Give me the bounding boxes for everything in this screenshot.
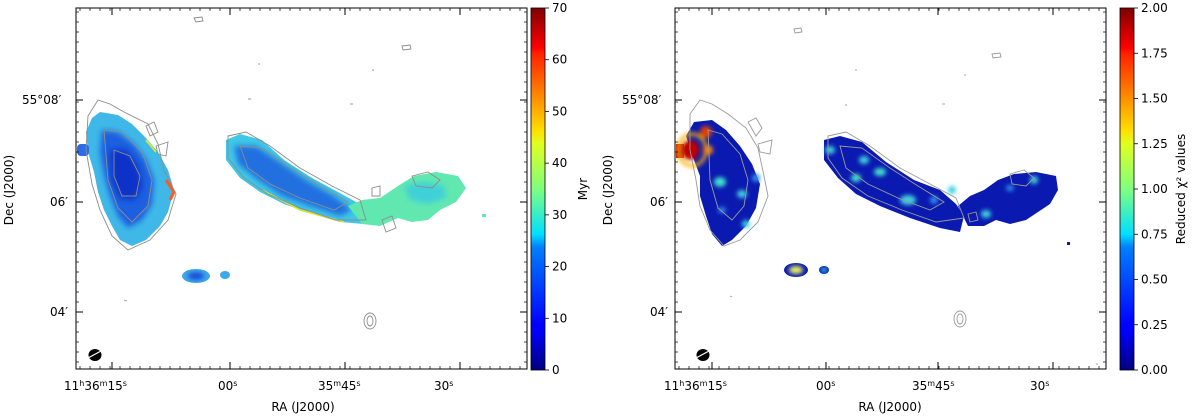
- age-colorbar: [530, 7, 546, 371]
- x-tick-label: 30s: [434, 379, 453, 394]
- colorbar-tick-label: 70: [552, 1, 567, 15]
- age-map-minor-ticks: [76, 8, 527, 369]
- colorbar-tick-label: 60: [552, 53, 567, 67]
- middle-jet-core: [234, 146, 352, 216]
- y-tick-label: 04′: [50, 305, 68, 319]
- chi2-colorbar: [1119, 7, 1135, 371]
- colorbar-tick-label: 0.00: [1141, 363, 1168, 377]
- beam-ellipse: [88, 349, 102, 361]
- age-map-frame: [75, 7, 528, 370]
- colorbar-tick-label: 0.50: [1141, 273, 1168, 287]
- x-tick-label: 11h36m15s: [64, 379, 127, 394]
- x-tick-label: 00s: [816, 379, 835, 394]
- colorbar-tick-label: 0.75: [1141, 227, 1168, 241]
- colorbar-tick-label: 1.25: [1141, 137, 1168, 151]
- right-lobe-emission: [958, 172, 1058, 226]
- y-axis-label: Dec (J2000): [2, 155, 16, 225]
- compact-source-2: [220, 271, 230, 279]
- chi2-map-frame: [674, 7, 1107, 370]
- y-tick-label: 06′: [650, 195, 668, 209]
- chi2-map-minor-ticks: [675, 8, 1106, 369]
- chi2-hotspots: [676, 126, 1038, 274]
- colorbar-tick-label: 20: [552, 260, 567, 274]
- colorbar-label: Myr: [576, 178, 590, 200]
- panel-chi2-map: 11h36m15s 00s 35m45s 30s 55°08′ 06′ 04′ …: [601, 1, 1188, 414]
- beam-hatch: [87, 350, 102, 359]
- radio-contours: [689, 27, 1098, 365]
- y-tick-label: 06′: [50, 195, 68, 209]
- x-axis-label: RA (J2000): [271, 400, 334, 414]
- x-tick-label: 11h36m15s: [664, 379, 727, 394]
- y-tick-label: 04′: [650, 305, 668, 319]
- right-lobe-speck: [1067, 242, 1070, 245]
- colorbar-tick-label: 1.75: [1141, 46, 1168, 60]
- x-tick-label: 35m45s: [912, 379, 955, 394]
- colorbar-tick-label: 30: [552, 208, 567, 222]
- compact-source-core: [188, 272, 204, 280]
- x-tick-label: 00s: [218, 379, 237, 394]
- age-colorbar-ticks: 0 10 20 30 40 50 60 70: [545, 1, 567, 377]
- left-lobe-rim-2: [145, 139, 157, 153]
- radio-contours: [85, 16, 441, 330]
- right-lobe-inner: [404, 182, 446, 204]
- colorbar-tick-label: 50: [552, 104, 567, 118]
- y-tick-label: 55°08′: [22, 93, 62, 107]
- x-tick-label: 30s: [1030, 379, 1049, 394]
- left-edge-blob: [676, 144, 684, 158]
- jet-emission: [824, 136, 964, 232]
- left-edge-blob: [77, 144, 89, 156]
- beam-hatch: [695, 350, 710, 359]
- age-map-image: [77, 16, 486, 361]
- colorbar-tick-label: 10: [552, 311, 567, 325]
- chi2-map-image: [676, 27, 1098, 365]
- colorbar-tick-label: 0.25: [1141, 318, 1168, 332]
- colorbar-label: Reduced χ² values: [1174, 134, 1188, 244]
- colorbar-tick-label: 2.00: [1141, 1, 1168, 15]
- left-lobe-inner: [110, 150, 142, 200]
- y-tick-label: 55°08′: [622, 93, 662, 107]
- panel-age-map: 11h36m15s 00s 35m45s 30s 55°08′ 06′ 04′ …: [2, 1, 590, 414]
- x-tick-label: 35m45s: [318, 379, 361, 394]
- right-lobe-speck: [482, 214, 486, 217]
- colorbar-tick-label: 1.50: [1141, 92, 1168, 106]
- left-lobe-rim: [164, 179, 176, 201]
- colorbar-tick-label: 1.00: [1141, 182, 1168, 196]
- beam-ellipse: [696, 349, 710, 361]
- colorbar-tick-label: 0: [552, 363, 560, 377]
- chi2-colorbar-ticks: 0.00 0.25 0.50 0.75 1.00 1.25 1.50 1.75 2.00: [1134, 1, 1168, 377]
- y-axis-label: Dec (J2000): [601, 155, 615, 225]
- x-axis-label: RA (J2000): [858, 400, 921, 414]
- colorbar-tick-label: 40: [552, 156, 567, 170]
